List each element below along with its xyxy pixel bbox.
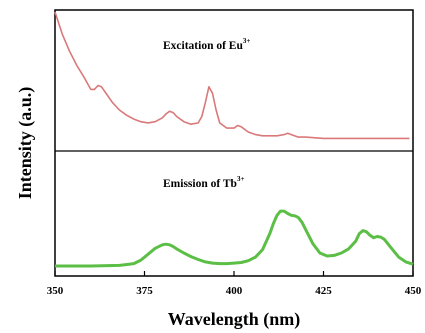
emission-curve bbox=[55, 209, 414, 268]
excitation-label: Excitation of Eu3+ bbox=[163, 37, 250, 52]
emission-label: Emission of Tb3+ bbox=[163, 175, 244, 190]
excitation-curve bbox=[54, 11, 410, 140]
x-tick-label: 425 bbox=[315, 285, 332, 297]
y-axis-title: Intensity (a.u.) bbox=[15, 87, 36, 200]
x-axis-title: Wavelength (nm) bbox=[168, 309, 301, 330]
x-tick-label: 450 bbox=[405, 285, 422, 297]
x-tick-label: 350 bbox=[47, 285, 64, 297]
x-tick-label: 400 bbox=[226, 285, 243, 297]
x-tick-label: 375 bbox=[136, 285, 153, 297]
x-axis-ticks: 350 375 400 425 450 bbox=[47, 271, 422, 297]
